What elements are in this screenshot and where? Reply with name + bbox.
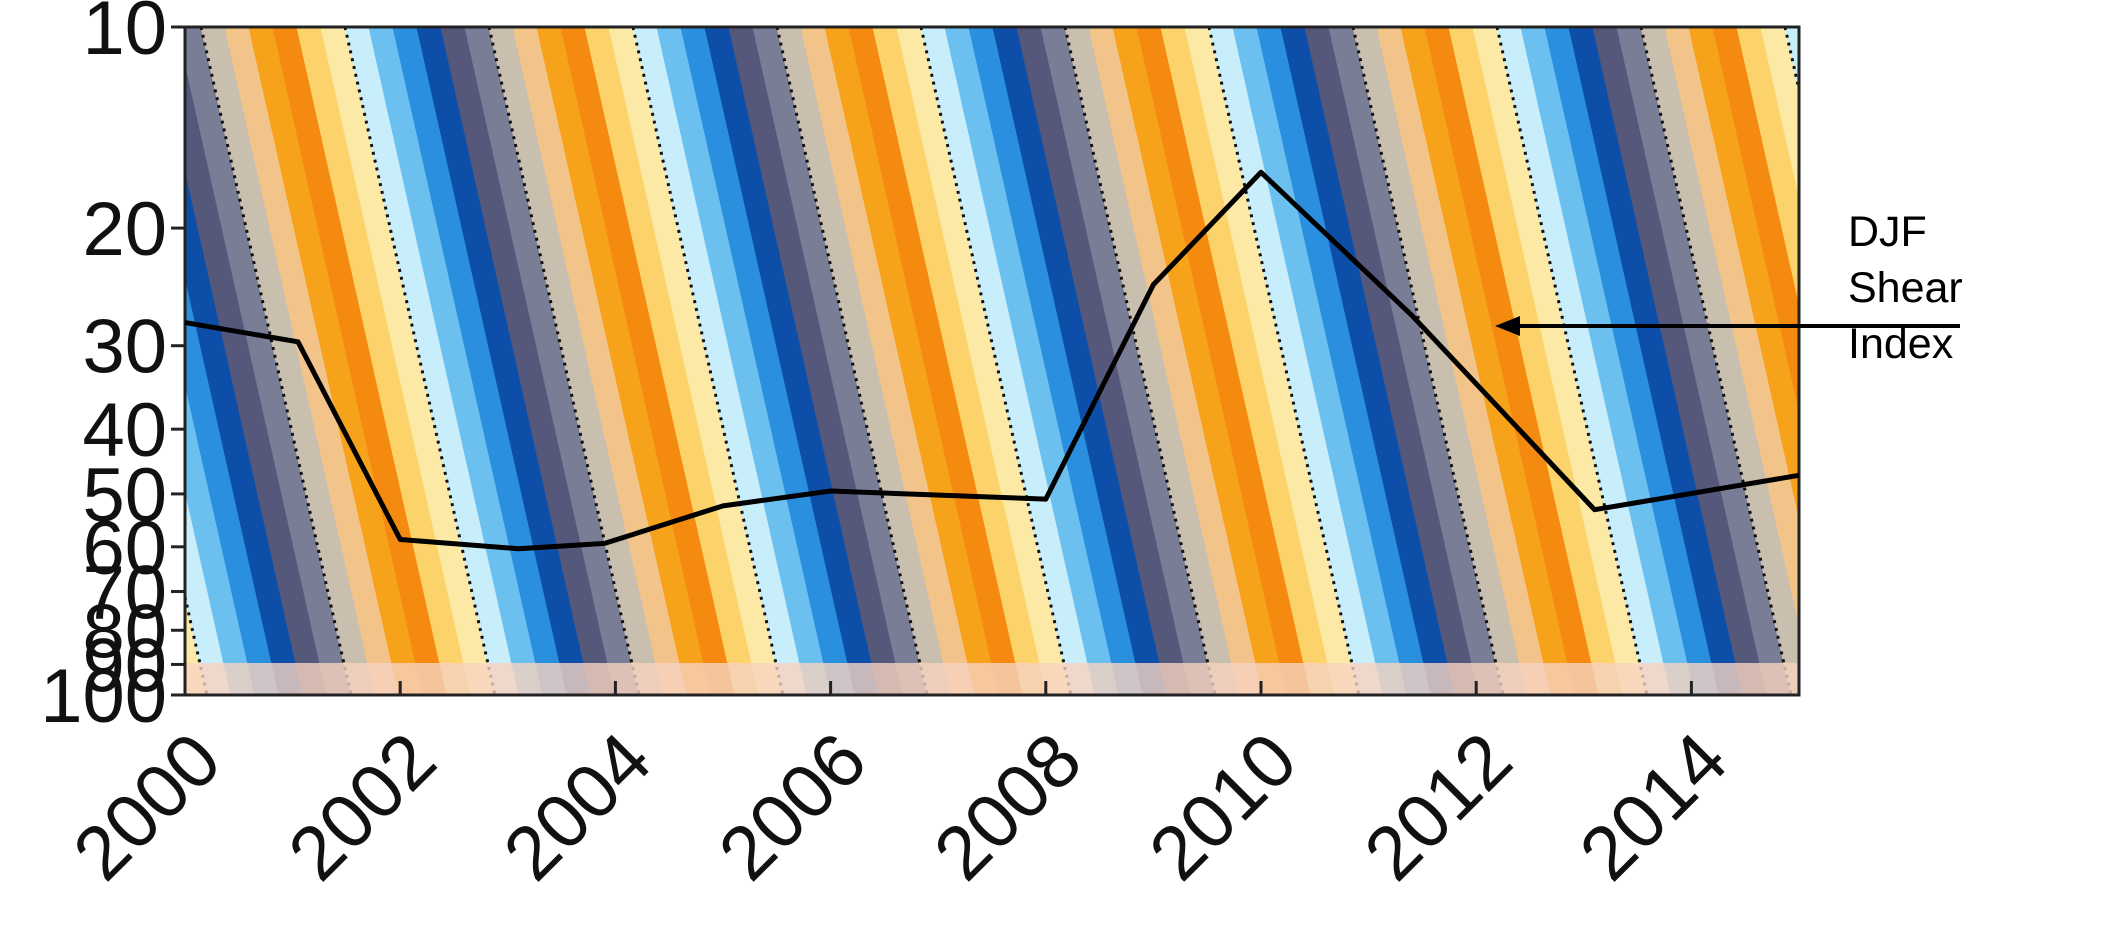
contour-band <box>1136 27 1312 695</box>
x-tick-label: 2010 <box>1133 717 1313 897</box>
contour-line <box>1495 27 1649 695</box>
contour-band <box>0 27 87 695</box>
contour-band <box>1520 27 1696 695</box>
contour-band <box>1472 27 1648 695</box>
contour-band <box>185 27 352 695</box>
x-tick-label: 2008 <box>918 717 1098 897</box>
x-tick-label: 2012 <box>1349 717 1529 897</box>
contour-band <box>1448 27 1624 695</box>
y-tick-label: 70 <box>82 551 167 636</box>
y-tick-label: 30 <box>82 305 167 390</box>
contour-band <box>584 27 760 695</box>
contour-line <box>1063 27 1217 695</box>
contour-line <box>1351 27 1505 695</box>
contour-band <box>512 27 688 695</box>
contour-band <box>872 27 1048 695</box>
contour-band <box>800 27 976 695</box>
contour-band <box>1760 27 1799 199</box>
contour-band <box>896 27 1072 695</box>
contour-band <box>296 27 472 695</box>
contour-band <box>1112 27 1288 695</box>
contour-band <box>848 27 1024 695</box>
y-tick-label: 60 <box>82 506 167 591</box>
contour-band <box>1376 27 1552 695</box>
contour-band <box>0 27 39 695</box>
y-tick-label: 100 <box>40 654 167 739</box>
contour-band <box>1040 27 1216 695</box>
contour-band <box>560 27 736 695</box>
y-tick-label: 40 <box>82 388 167 473</box>
contour-line <box>919 27 1073 695</box>
contour-band <box>1304 27 1480 695</box>
y-tick-label: 20 <box>82 187 167 272</box>
contour-band <box>1784 27 1799 92</box>
contour-band <box>1712 27 1799 413</box>
contour-band <box>392 27 568 695</box>
contour-line <box>1207 27 1361 695</box>
x-tick-label: 2004 <box>488 717 668 897</box>
contour-line <box>775 27 929 695</box>
contour-band <box>704 27 880 695</box>
contour-band <box>1328 27 1504 695</box>
contour-band <box>1424 27 1600 695</box>
contour-band <box>728 27 904 695</box>
contour-band <box>1616 27 1792 695</box>
contour-band <box>656 27 832 695</box>
annotation: DJF Shear Index <box>1848 208 1963 368</box>
x-tick-label: 2006 <box>703 717 883 897</box>
surface-strip <box>185 663 1799 695</box>
contour-band <box>1736 27 1799 306</box>
contour-band <box>944 27 1120 695</box>
y-tick-label: 90 <box>82 623 167 708</box>
contour-band <box>752 27 928 695</box>
contour-band <box>1184 27 1360 695</box>
contour-field <box>0 27 1799 695</box>
x-tick-label: 2002 <box>273 717 453 897</box>
contour-line <box>343 27 497 695</box>
contour-band <box>464 27 640 695</box>
contour-band <box>1016 27 1192 695</box>
contour-band <box>1568 27 1744 695</box>
contour-band <box>608 27 784 695</box>
contour-band <box>320 27 496 695</box>
contour-band <box>1280 27 1456 695</box>
series-line <box>184 169 1800 552</box>
contour-band <box>248 27 424 695</box>
contour-line <box>1639 27 1793 695</box>
contour-band <box>272 27 448 695</box>
contour-band <box>992 27 1168 695</box>
plot-frame <box>183 25 1801 697</box>
contour-band <box>824 27 1000 695</box>
contour-band <box>680 27 856 695</box>
contour-band <box>1160 27 1336 695</box>
contour-band <box>1088 27 1264 695</box>
contour-line <box>199 27 353 695</box>
contour-band <box>1400 27 1576 695</box>
contour-band <box>1256 27 1432 695</box>
contour-band <box>968 27 1144 695</box>
contour-band <box>1544 27 1720 695</box>
contour-band <box>0 27 63 695</box>
y-tick-label: 80 <box>82 589 167 674</box>
contour-line <box>0 27 63 695</box>
x-tick-label: 2014 <box>1564 717 1744 897</box>
contour-band <box>1232 27 1408 695</box>
x-tick-label: 2000 <box>57 717 237 897</box>
y-tick-label: 10 <box>82 0 167 71</box>
contour-band <box>416 27 592 695</box>
contour-band <box>1592 27 1768 695</box>
contour-line <box>631 27 785 695</box>
y-tick-label: 50 <box>82 453 167 538</box>
contour-band <box>1688 27 1799 520</box>
contour-band <box>440 27 616 695</box>
contour-band <box>368 27 544 695</box>
contour-band <box>536 27 712 695</box>
contour-line <box>487 27 641 695</box>
annotation-arrowhead <box>1495 316 1520 336</box>
contour-band <box>224 27 400 695</box>
